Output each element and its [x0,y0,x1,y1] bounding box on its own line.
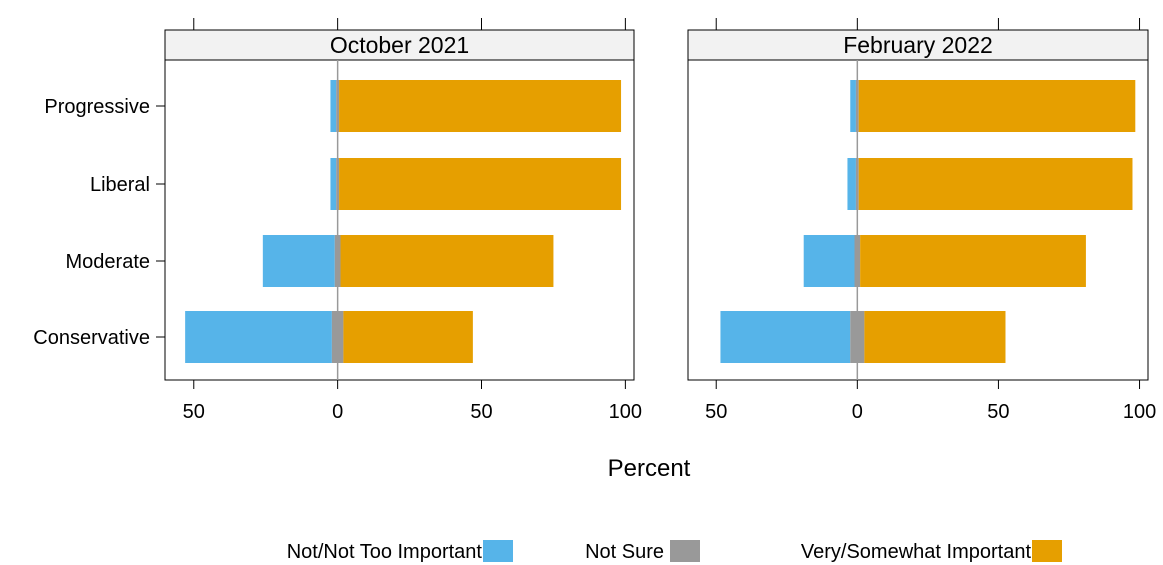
legend-item: Very/Somewhat Important [801,540,1062,563]
panel-1: October 2021 50 0 50 100 Progressive Liberal Mo… [33,18,642,423]
x-axis-label: Percent [608,455,691,482]
x-tick-label: 0 [852,401,863,423]
panel-title: February 2022 [843,32,993,58]
bar-not-important [330,80,337,132]
legend-label: Very/Somewhat Important [801,541,1032,563]
panel-2: February 2022 50 0 50 100 [687,18,1156,423]
panel-title: October 2021 [330,32,469,58]
bar-not-important [185,311,332,363]
bar-not-important [847,158,856,210]
legend-swatch [483,540,513,562]
legend-item: Not/Not Too Important [287,540,513,563]
bar-important [864,311,1006,363]
legend-label: Not Sure [585,541,664,563]
legend-swatch [1032,540,1062,562]
panel-strip [164,29,635,61]
bar-important [340,235,554,287]
bar-important [343,311,473,363]
bar-important [339,158,622,210]
bar-not-important [720,311,851,363]
bar-important [858,80,1136,132]
bar-not-important [262,235,335,287]
y-tick-label: Moderate [66,251,151,273]
bar-not-important [330,158,337,210]
legend: Not/Not Too Important Not Sure Very/Somewh… [287,540,1062,563]
bar-important [860,235,1086,287]
bar-important [858,158,1133,210]
panel-strip [687,29,1149,61]
y-tick-label: Liberal [90,174,150,196]
x-tick-label: 100 [1123,401,1156,423]
y-tick-label: Conservative [33,327,150,349]
y-tick-label: Progressive [44,96,150,118]
bar-not-important [850,80,856,132]
x-tick-label: 100 [609,401,642,423]
x-tick-label: 0 [332,401,343,423]
legend-swatch [670,540,700,562]
legend-label: Not/Not Too Important [287,541,483,563]
bar-important [339,80,622,132]
x-tick-label: 50 [705,401,727,423]
x-tick-label: 50 [987,401,1009,423]
bar-not-important [803,235,855,287]
panel-frame [164,59,635,381]
x-tick-label: 50 [183,401,205,423]
legend-item: Not Sure [585,540,700,563]
x-tick-label: 50 [470,401,492,423]
panel-frame [687,59,1149,381]
